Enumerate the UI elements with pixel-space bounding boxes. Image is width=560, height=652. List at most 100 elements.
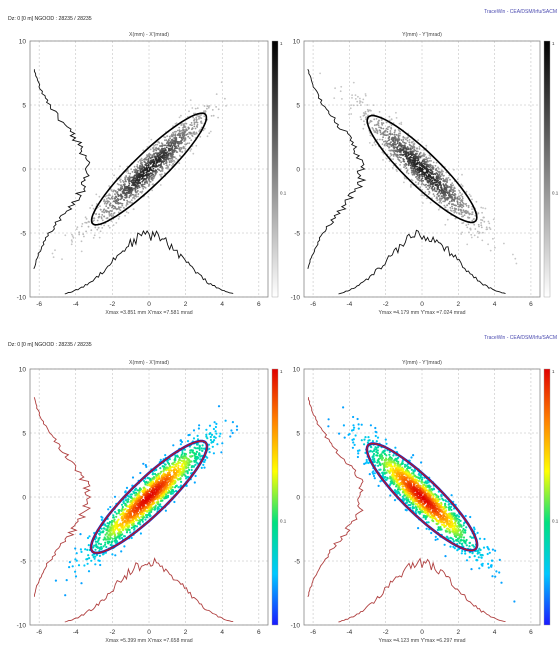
- particle-dot: [110, 220, 112, 222]
- particle-dot: [424, 177, 426, 179]
- particle-dot: [448, 177, 450, 179]
- particle-dot: [364, 124, 366, 126]
- particle-dot: [417, 139, 419, 141]
- particle-dot: [414, 161, 416, 163]
- particle-dot: [471, 237, 473, 239]
- particle-dot: [465, 203, 467, 205]
- particle-dot: [103, 212, 105, 214]
- particle-dot: [187, 127, 189, 129]
- particle-dot: [147, 174, 149, 176]
- particle-dot: [172, 153, 174, 155]
- particle-dot: [415, 171, 417, 173]
- particle-dot: [157, 156, 159, 158]
- particle-dot: [395, 112, 397, 114]
- particle-dot: [52, 253, 54, 255]
- particle-dot: [416, 166, 418, 168]
- particle-dot: [395, 137, 397, 139]
- particle-dot: [418, 169, 420, 171]
- colorbar-tick-label: 0.1: [280, 519, 287, 524]
- particle-dot: [119, 525, 121, 527]
- particle-dot: [71, 241, 73, 243]
- particle-dot: [174, 472, 176, 474]
- particle-dot: [481, 212, 483, 214]
- particle-dot: [432, 167, 434, 169]
- particle-dot: [98, 213, 100, 215]
- particle-dot: [198, 130, 200, 132]
- y-tick-label: 5: [22, 103, 26, 110]
- particle-dot: [414, 167, 416, 169]
- particle-dot: [90, 229, 92, 231]
- particle-dot: [478, 233, 480, 235]
- particle-dot: [102, 553, 104, 555]
- particle-dot: [74, 558, 76, 560]
- particle-dot: [448, 203, 450, 205]
- particle-dot: [93, 208, 95, 210]
- particle-dot: [156, 496, 158, 498]
- particle-dot: [132, 508, 134, 510]
- particle-dot: [173, 150, 175, 152]
- particle-dot: [432, 177, 434, 179]
- particle-dot: [174, 131, 176, 133]
- particle-dot: [114, 554, 116, 556]
- particle-dot: [189, 464, 191, 466]
- particle-dot: [179, 155, 181, 157]
- particle-dot: [201, 447, 203, 449]
- particle-dot: [108, 193, 110, 195]
- particle-dot: [147, 156, 149, 158]
- particle-dot: [411, 154, 413, 156]
- particle-dot: [103, 527, 105, 529]
- particle-dot: [373, 104, 375, 106]
- particle-dot: [429, 164, 431, 166]
- particle-dot: [138, 174, 140, 176]
- y-tick-label: 10: [293, 39, 301, 46]
- particle-dot: [145, 506, 147, 508]
- particle-dot: [171, 478, 173, 480]
- particle-dot: [191, 469, 193, 471]
- particle-dot: [121, 504, 123, 506]
- particle-dot: [113, 174, 115, 176]
- particle-dot: [415, 181, 417, 183]
- particle-dot: [160, 145, 162, 147]
- particle-dot: [120, 531, 122, 533]
- particle-dot: [466, 227, 468, 229]
- particle-dot: [423, 172, 425, 174]
- particle-dot: [189, 461, 191, 463]
- particle-dot: [399, 131, 401, 133]
- particle-dot: [433, 189, 435, 191]
- particle-dot: [82, 233, 84, 235]
- particle-dot: [406, 172, 408, 174]
- colorbar: [272, 369, 278, 625]
- particle-dot: [205, 436, 207, 438]
- particle-dot: [215, 423, 217, 425]
- particle-dot: [378, 120, 380, 122]
- particle-dot: [162, 157, 164, 159]
- particle-dot: [172, 444, 174, 446]
- particle-dot: [477, 231, 479, 233]
- particle-dot: [487, 243, 489, 245]
- particle-dot: [202, 464, 204, 466]
- particle-dot: [375, 144, 377, 146]
- particle-dot: [435, 165, 437, 167]
- particle-dot: [170, 161, 172, 163]
- particle-dot: [449, 207, 451, 209]
- particle-dot: [137, 196, 139, 198]
- particle-dot: [388, 150, 390, 152]
- particle-dot: [107, 508, 109, 510]
- colorbar-tick-label: 1: [280, 369, 283, 374]
- particle-dot: [152, 164, 154, 166]
- particle-dot: [167, 496, 169, 498]
- particle-dot: [394, 132, 396, 134]
- particle-dot: [472, 213, 474, 215]
- colorbar-tick-label: 1: [280, 41, 283, 46]
- particle-dot: [399, 133, 401, 135]
- x-tick-label: 2: [456, 629, 460, 636]
- particle-dot: [156, 488, 158, 490]
- particle-dot: [152, 156, 154, 158]
- particle-dot: [115, 191, 117, 193]
- particle-dot: [184, 139, 186, 141]
- particle-dot: [436, 176, 438, 178]
- particle-dot: [122, 180, 124, 182]
- particle-dot: [430, 202, 432, 204]
- particle-dot: [468, 223, 470, 225]
- particle-dot: [142, 500, 144, 502]
